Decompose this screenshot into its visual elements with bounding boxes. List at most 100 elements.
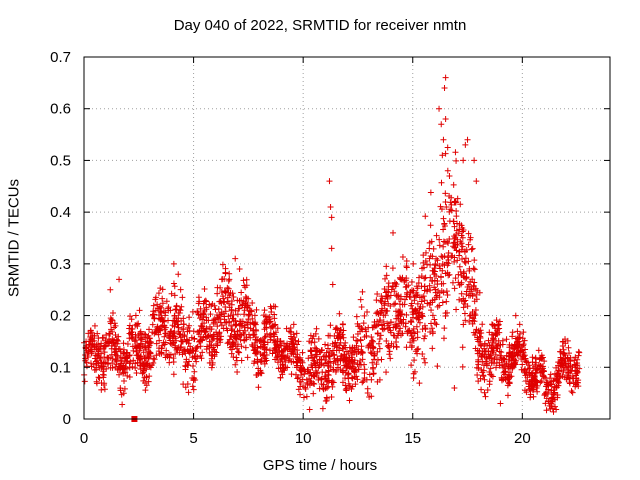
data-point xyxy=(117,360,124,367)
data-point xyxy=(481,348,488,355)
data-point xyxy=(410,325,417,332)
data-point xyxy=(311,354,318,361)
data-point xyxy=(175,315,182,322)
data-point xyxy=(339,321,346,328)
data-point xyxy=(100,372,107,379)
data-point xyxy=(235,349,242,356)
data-point xyxy=(133,352,140,359)
data-point xyxy=(113,336,120,343)
data-point xyxy=(395,292,402,299)
data-point xyxy=(340,327,347,334)
data-point xyxy=(402,320,409,327)
data-point xyxy=(190,328,197,335)
data-point xyxy=(381,285,388,292)
data-point xyxy=(464,136,471,143)
data-point xyxy=(530,393,537,400)
data-point xyxy=(240,277,247,284)
data-point xyxy=(313,348,320,355)
data-point xyxy=(418,273,425,280)
data-point xyxy=(263,352,270,359)
data-point xyxy=(203,334,210,341)
data-point xyxy=(476,338,483,345)
data-point xyxy=(260,338,267,345)
data-point xyxy=(123,355,130,362)
data-point xyxy=(436,105,443,112)
data-point xyxy=(201,286,208,293)
data-point xyxy=(226,276,233,283)
data-point xyxy=(422,213,429,220)
data-point xyxy=(330,347,337,354)
data-point xyxy=(315,374,322,381)
data-point xyxy=(560,350,567,357)
data-point xyxy=(523,369,530,376)
data-point xyxy=(127,313,134,320)
data-point xyxy=(551,389,558,396)
data-point xyxy=(101,386,108,393)
data-point xyxy=(242,299,249,306)
data-point xyxy=(420,264,427,271)
data-point xyxy=(469,290,476,297)
data-point xyxy=(272,329,279,336)
x-axis-label: GPS time / hours xyxy=(262,457,378,474)
data-point xyxy=(403,344,410,351)
data-point xyxy=(322,341,329,348)
data-point xyxy=(180,347,187,354)
data-point xyxy=(209,301,216,308)
data-point xyxy=(427,222,434,229)
data-point xyxy=(293,330,300,337)
data-point xyxy=(368,333,375,340)
data-point xyxy=(554,370,561,377)
data-point xyxy=(278,342,285,349)
data-point xyxy=(238,302,245,309)
data-point xyxy=(434,281,441,288)
data-point xyxy=(564,366,571,373)
data-point xyxy=(516,341,523,348)
data-point xyxy=(460,321,467,328)
data-point xyxy=(232,361,239,368)
data-point xyxy=(292,337,299,344)
data-point xyxy=(345,370,352,377)
data-point xyxy=(252,349,259,356)
data-point xyxy=(190,386,197,393)
data-point xyxy=(236,305,243,312)
data-point xyxy=(171,312,178,319)
data-point xyxy=(380,318,387,325)
data-point xyxy=(253,327,260,334)
data-point xyxy=(151,330,158,337)
data-point xyxy=(431,271,438,278)
data-point xyxy=(360,378,367,385)
data-point xyxy=(172,351,179,358)
data-point xyxy=(483,354,490,361)
data-point xyxy=(346,397,353,404)
data-point xyxy=(369,345,376,352)
data-point xyxy=(366,371,373,378)
data-point xyxy=(408,278,415,285)
data-point xyxy=(137,343,144,350)
data-point xyxy=(574,379,581,386)
data-point xyxy=(469,320,476,327)
data-point xyxy=(540,363,547,370)
data-point xyxy=(457,201,464,208)
data-point xyxy=(369,359,376,366)
data-point xyxy=(545,398,552,405)
data-point xyxy=(561,374,568,381)
data-point xyxy=(514,328,521,335)
data-point xyxy=(169,339,176,346)
data-point xyxy=(345,380,352,387)
data-point xyxy=(185,348,192,355)
data-point xyxy=(460,304,467,311)
data-point xyxy=(145,378,152,385)
data-point xyxy=(529,354,536,361)
data-point xyxy=(430,245,437,252)
data-point xyxy=(82,357,89,364)
data-point xyxy=(330,360,337,367)
data-point xyxy=(177,286,184,293)
data-point xyxy=(179,338,186,345)
data-point xyxy=(498,349,505,356)
data-point xyxy=(288,371,295,378)
data-point xyxy=(471,266,478,273)
data-point xyxy=(208,355,215,362)
data-point xyxy=(197,338,204,345)
data-point xyxy=(369,324,376,331)
data-point xyxy=(548,395,555,402)
